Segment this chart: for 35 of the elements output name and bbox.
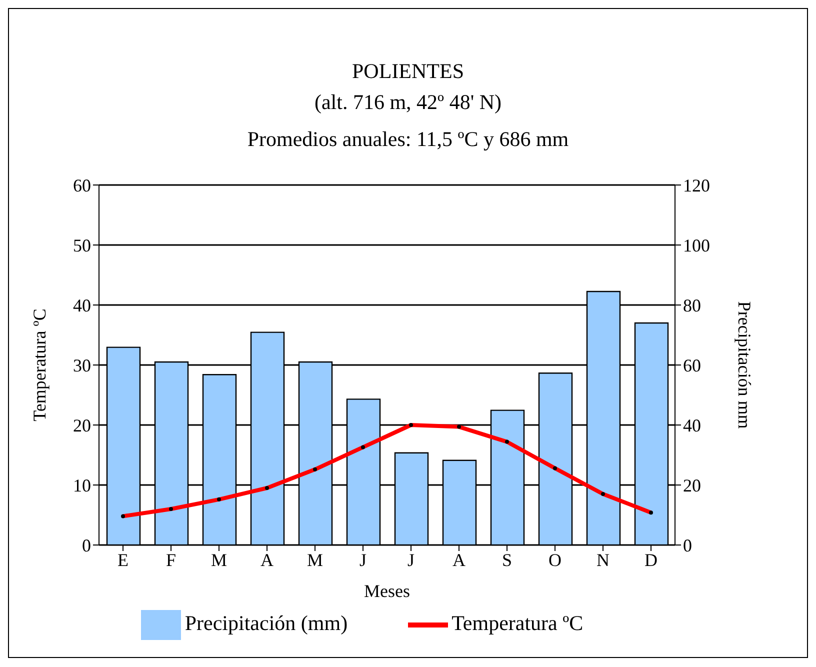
x-tick-label: F xyxy=(166,550,176,570)
y2-axis-title: Precipitación mm xyxy=(734,301,755,429)
legend-label: Temperatura ºC xyxy=(452,610,584,635)
y-tick-label: 50 xyxy=(73,235,91,256)
y2-tick-label: 60 xyxy=(683,355,701,376)
x-tick-label: O xyxy=(548,550,562,570)
x-tick-label: M xyxy=(306,550,324,570)
y-tick-label: 10 xyxy=(73,475,91,496)
x-tick-label: E xyxy=(118,550,128,570)
x-tick-label: J xyxy=(359,550,367,570)
x-tick-label: J xyxy=(407,550,415,570)
legend-label: Precipitación (mm) xyxy=(184,610,348,635)
y2-tick-label: 80 xyxy=(683,295,701,316)
y-tick-label: 30 xyxy=(73,355,91,376)
x-tick-label: M xyxy=(210,550,228,570)
x-tick-label: A xyxy=(260,550,274,570)
text: Promedios anuales: 11,5 ºC y 686 mm xyxy=(246,127,570,152)
chart-subtitle: (alt. 716 m, 42º 48' N) xyxy=(313,90,503,115)
y2-tick-label: 100 xyxy=(683,235,710,256)
x-tick-label: D xyxy=(644,550,658,570)
y2-tick-label: 0 xyxy=(683,535,692,556)
x-tick-label: A xyxy=(452,550,466,570)
x-tick-label: S xyxy=(502,550,512,570)
y-axis-title: Temperatura ºC xyxy=(29,308,50,422)
y-tick-label: 20 xyxy=(73,415,91,436)
y2-tick-label: 20 xyxy=(683,475,701,496)
y2-tick-label: 40 xyxy=(683,415,701,436)
line-series xyxy=(121,423,653,518)
chart-title: POLIENTES xyxy=(351,58,465,84)
y2-tick-label: 120 xyxy=(683,175,710,196)
x-axis-title: Meses xyxy=(364,581,410,601)
y-tick-label: 60 xyxy=(73,175,91,196)
y-tick-label: 0 xyxy=(82,535,91,556)
x-tick-label: N xyxy=(596,550,610,570)
y-tick-label: 40 xyxy=(73,295,91,316)
